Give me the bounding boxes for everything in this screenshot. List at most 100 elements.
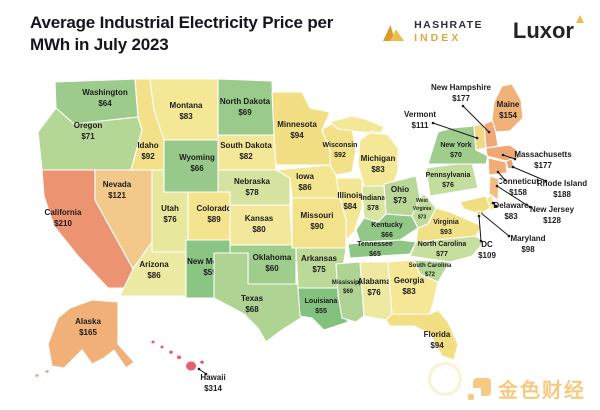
hashrate-wordmark: HASHRATE INDEX [414, 19, 483, 44]
state-label: New Mexico [187, 257, 233, 266]
state-shape [487, 157, 508, 176]
state-label: $83 [504, 212, 518, 221]
state-label: Tennessee [357, 241, 393, 248]
callout-dot [501, 153, 505, 157]
state-shape [361, 185, 387, 223]
state-label: $84 [343, 202, 357, 211]
state-label: Florida [424, 330, 451, 339]
state-alaska: Alaska $165 [33, 299, 135, 379]
callout-dot [491, 201, 495, 205]
state-label: South Carolina [409, 263, 452, 269]
state-label: $80 [252, 225, 266, 234]
hashrate-triangles-icon [383, 25, 405, 41]
state-label: $64 [98, 99, 112, 108]
callout-line [496, 185, 531, 208]
callout-dot [513, 157, 517, 161]
state-label: $90 [310, 222, 324, 231]
watermark-coin [428, 362, 462, 396]
state-label: $188 [553, 190, 571, 199]
callout-dot [431, 121, 435, 125]
state-label: Michigan [361, 154, 396, 163]
callout-line [497, 171, 506, 181]
state-label: Wisconsin [323, 142, 358, 149]
callout-dot [204, 372, 208, 376]
state-shape [150, 339, 206, 372]
state-label: $75 [312, 265, 326, 274]
callout-line [478, 215, 482, 242]
state-label: Alabama [357, 277, 391, 286]
state-label: $66 [190, 164, 204, 173]
state-conneticut: Conneticut $158 [487, 157, 539, 197]
state-new-jersey: New Jersey $128 [488, 175, 575, 225]
state-shape [459, 195, 491, 215]
state-label: $111 [412, 121, 429, 130]
state-label: Ohio [391, 185, 409, 194]
state-label: $83 [402, 287, 416, 296]
page-title-line1: Average Industrial Electricity Price per [30, 13, 334, 32]
state-label: Virginia [413, 206, 431, 212]
state-label: $78 [367, 205, 379, 212]
state-label: $154 [499, 111, 517, 120]
state-label: California [45, 208, 82, 217]
state-north-carolina: North Carolina $77 [409, 235, 485, 263]
state-label: Maine [497, 100, 520, 109]
watermark-brand: 金色财经 [498, 380, 586, 402]
state-shape [485, 144, 521, 162]
state-label: Arkansas [301, 254, 338, 263]
callout-line [432, 122, 478, 139]
state-label: $65 [369, 251, 381, 258]
index-label: INDEX [414, 31, 462, 44]
state-label: $78 [245, 188, 259, 197]
state-label: Illinois [337, 191, 363, 200]
callout-dot [477, 214, 481, 218]
state-label: Massachusetts [514, 150, 572, 159]
state-label: Conneticut [497, 177, 539, 186]
state-label: $86 [298, 183, 312, 192]
state-label: $92 [334, 152, 346, 159]
callout-dot [507, 234, 511, 238]
state-label: $76 [367, 288, 381, 297]
header: Average Industrial Electricity Price per… [30, 12, 584, 57]
callout-line [198, 368, 207, 375]
state-label: Pennsylvania [426, 172, 471, 179]
state-label: $89 [207, 215, 221, 224]
state-label: North Dakota [220, 97, 271, 106]
state-label: $210 [54, 219, 72, 228]
state-label: Texas [241, 294, 264, 303]
state-vermont: Vermont $111 [404, 110, 487, 151]
state-kentucky: Kentucky $66 [355, 213, 419, 243]
callout-dot [528, 205, 532, 209]
state-shape [329, 115, 399, 187]
state-label: $72 [425, 272, 436, 278]
state-mississippi: Mississippi $69 [332, 261, 365, 323]
state-shape [425, 161, 479, 197]
state-massachusetts: Massachusetts $177 [485, 144, 572, 170]
state-label: $93 [440, 229, 452, 236]
state-label: $83 [179, 112, 193, 121]
callout-dot [479, 239, 483, 243]
callout-line [462, 105, 490, 133]
state-shape [385, 309, 459, 361]
state-label: $73 [393, 196, 407, 205]
state-label: DC [481, 240, 493, 249]
state-label: Delaware [493, 201, 529, 210]
state-shape [476, 210, 482, 216]
state-label: Missouri [301, 211, 334, 220]
callout-dot [487, 130, 491, 134]
state-shape [54, 78, 139, 125]
state-label: Kentucky [371, 222, 403, 229]
state-label: $83 [371, 165, 385, 174]
state-label: Oklahoma [253, 253, 292, 262]
state-label: Montana [170, 101, 203, 110]
state-hawaii: Hawaii $314 [150, 339, 226, 393]
hashrate-label: HASHRATE [414, 18, 483, 31]
jinse-logo-icon [468, 377, 491, 400]
callout-line [502, 154, 516, 160]
state-label: Kansas [245, 214, 274, 223]
hashrate-index-logo: HASHRATE INDEX [381, 18, 483, 44]
state-label: Vermont [404, 110, 436, 119]
state-label: $55 [315, 308, 327, 315]
state-label: Oregon [74, 121, 103, 130]
state-label: $69 [343, 289, 354, 295]
